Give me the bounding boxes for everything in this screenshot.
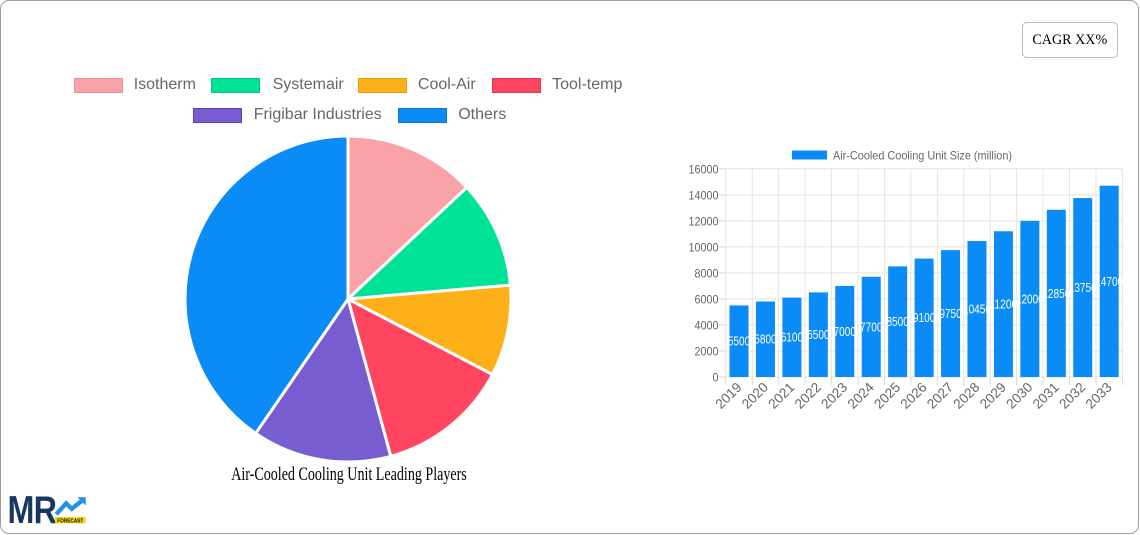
- svg-text:0: 0: [713, 371, 719, 385]
- svg-text:10000: 10000: [689, 241, 719, 255]
- svg-text:9750: 9750: [939, 307, 961, 321]
- svg-text:13750: 13750: [1069, 281, 1097, 295]
- svg-text:Air-Cooled Cooling Unit Size (: Air-Cooled Cooling Unit Size (million): [833, 148, 1012, 162]
- svg-text:8000: 8000: [695, 267, 719, 281]
- svg-text:2031: 2031: [1030, 380, 1062, 412]
- svg-text:9100: 9100: [913, 311, 935, 325]
- svg-text:2026: 2026: [898, 379, 930, 411]
- svg-text:2030: 2030: [1003, 379, 1035, 411]
- svg-text:2023: 2023: [818, 379, 850, 411]
- svg-text:5800: 5800: [754, 333, 776, 347]
- svg-text:2027: 2027: [924, 380, 956, 412]
- svg-text:2032: 2032: [1056, 380, 1088, 412]
- svg-text:2000: 2000: [695, 345, 719, 359]
- svg-text:6000: 6000: [695, 293, 719, 307]
- svg-text:2020: 2020: [739, 379, 771, 411]
- svg-text:14000: 14000: [689, 189, 719, 203]
- svg-text:2024: 2024: [845, 379, 877, 411]
- svg-text:12850: 12850: [1042, 287, 1070, 301]
- svg-text:14700: 14700: [1095, 275, 1123, 289]
- svg-text:7000: 7000: [834, 325, 856, 339]
- svg-text:5500: 5500: [728, 335, 750, 349]
- svg-text:11200: 11200: [989, 298, 1017, 312]
- svg-text:4000: 4000: [695, 319, 719, 333]
- svg-text:6500: 6500: [807, 328, 829, 342]
- svg-text:16000: 16000: [689, 163, 719, 177]
- svg-text:7700: 7700: [860, 320, 882, 334]
- svg-text:MR: MR: [8, 488, 57, 531]
- svg-text:8500: 8500: [886, 315, 908, 329]
- svg-text:2021: 2021: [765, 380, 797, 412]
- svg-text:12000: 12000: [1016, 292, 1044, 306]
- svg-text:2029: 2029: [977, 380, 1009, 412]
- svg-text:2033: 2033: [1083, 379, 1115, 411]
- svg-text:12000: 12000: [689, 215, 719, 229]
- svg-text:6100: 6100: [781, 331, 803, 345]
- svg-text:2028: 2028: [950, 379, 982, 411]
- svg-text:10450: 10450: [963, 302, 991, 316]
- svg-text:FORECAST: FORECAST: [57, 518, 83, 524]
- svg-text:2022: 2022: [792, 380, 824, 412]
- svg-text:2025: 2025: [871, 379, 903, 411]
